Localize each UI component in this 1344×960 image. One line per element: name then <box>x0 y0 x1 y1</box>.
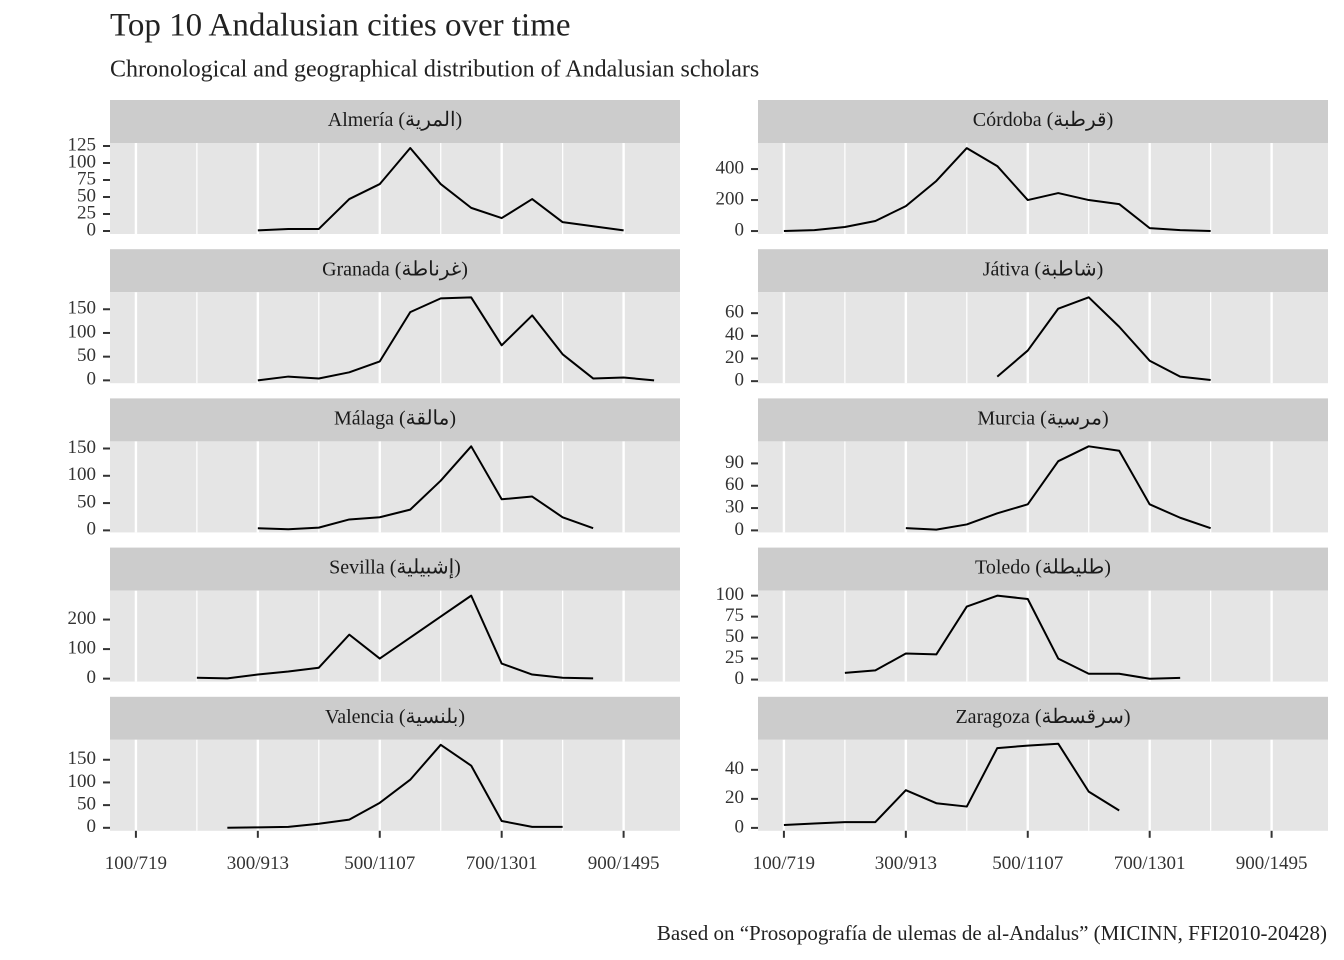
strip <box>110 249 680 293</box>
y-tick-label: 200 <box>68 608 97 629</box>
data-line <box>996 296 1211 382</box>
y-tick-label: 100 <box>68 637 97 658</box>
x-tick-label: 900/1495 <box>1236 853 1308 874</box>
y-tick-label: 0 <box>735 519 745 540</box>
panel-title: Granada (غرناطة) <box>322 258 468 280</box>
x-tick-label: 100/719 <box>105 853 167 874</box>
panel-background <box>110 590 680 682</box>
data-line <box>844 594 1181 680</box>
data-line <box>905 445 1211 531</box>
y-tick-label: 0 <box>87 667 97 688</box>
y-tick-label: 50 <box>77 345 96 366</box>
y-tick-label: 20 <box>725 787 744 808</box>
panel-title: Valencia (بلنسية) <box>325 706 465 728</box>
y-tick-label: 50 <box>77 185 96 206</box>
strip <box>758 398 1328 442</box>
data-line <box>783 742 1120 826</box>
y-tick-label: 0 <box>735 219 745 240</box>
panel-background <box>758 292 1328 384</box>
y-tick-label: 150 <box>68 748 97 769</box>
x-tick-label: 300/913 <box>227 853 289 874</box>
y-tick-label: 0 <box>87 816 97 837</box>
panel-background <box>758 143 1328 234</box>
y-tick-label: 0 <box>87 219 97 240</box>
panel-title: Málaga (مالقة) <box>334 407 456 429</box>
data-line <box>257 147 624 232</box>
y-tick-label: 60 <box>725 302 744 323</box>
panel-title: Zaragoza (سرقسطة) <box>955 706 1130 728</box>
y-tick-label: 0 <box>735 816 745 837</box>
y-tick-label: 25 <box>77 202 96 223</box>
y-tick-label: 400 <box>716 157 745 178</box>
panel-title: Sevilla (إشبيلية) <box>329 557 461 580</box>
x-tick-label: 500/1107 <box>344 853 415 874</box>
panel-title: Murcia (مرسية) <box>977 407 1108 429</box>
data-line <box>227 743 563 829</box>
y-tick-label: 90 <box>725 452 744 473</box>
y-tick-label: 30 <box>725 496 744 517</box>
strip <box>110 696 680 740</box>
y-tick-label: 0 <box>87 369 97 390</box>
panel-background <box>110 143 680 234</box>
strip <box>758 696 1328 740</box>
y-tick-label: 0 <box>735 668 745 689</box>
chart-subtitle: Chronological and geographical distribut… <box>110 57 759 83</box>
strip <box>758 249 1328 293</box>
caption: Based on “Prosopografía de ulemas de al-… <box>657 921 1327 945</box>
strip <box>110 547 680 591</box>
y-tick-label: 100 <box>68 771 97 792</box>
x-tick-label: 700/1301 <box>1114 853 1186 874</box>
panel-title: Játiva (شاطبة) <box>983 258 1104 280</box>
panel-background <box>758 590 1328 682</box>
y-tick-label: 0 <box>735 370 745 391</box>
strip <box>110 398 680 442</box>
panel-background <box>110 739 680 831</box>
y-tick-label: 150 <box>68 437 97 458</box>
strip <box>758 547 1328 591</box>
y-tick-label: 25 <box>725 647 744 668</box>
chart-title: Top 10 Andalusian cities over time <box>110 8 571 44</box>
y-tick-label: 50 <box>725 626 744 647</box>
panel-background <box>758 441 1328 533</box>
panel-title: Almería (المرية) <box>328 109 462 131</box>
y-tick-label: 75 <box>725 605 744 626</box>
y-tick-label: 50 <box>77 793 96 814</box>
y-tick-label: 100 <box>68 151 97 172</box>
y-tick-label: 40 <box>725 324 744 345</box>
strip <box>110 100 680 143</box>
x-tick-label: 900/1495 <box>588 853 660 874</box>
data-line <box>783 147 1211 233</box>
y-tick-label: 125 <box>68 134 97 155</box>
y-tick-label: 50 <box>77 491 96 512</box>
y-tick-label: 40 <box>725 758 744 779</box>
x-tick-label: 100/719 <box>753 853 815 874</box>
y-tick-label: 75 <box>77 168 96 189</box>
y-tick-label: 150 <box>68 298 97 319</box>
y-tick-label: 20 <box>725 347 744 368</box>
y-tick-label: 0 <box>87 519 97 540</box>
y-tick-label: 100 <box>716 584 745 605</box>
panel-title: Córdoba (قرطبة) <box>973 109 1114 131</box>
strip <box>758 100 1328 143</box>
x-tick-label: 700/1301 <box>466 853 538 874</box>
y-tick-label: 100 <box>68 321 97 342</box>
y-tick-label: 60 <box>725 474 744 495</box>
y-tick-label: 100 <box>68 464 97 485</box>
x-tick-label: 500/1107 <box>992 853 1063 874</box>
panel-background <box>758 739 1328 831</box>
panel-background <box>110 441 680 533</box>
data-line <box>257 445 594 531</box>
x-tick-label: 300/913 <box>875 853 937 874</box>
panel-title: Toledo (طليطلة) <box>975 557 1111 579</box>
y-tick-label: 200 <box>716 188 745 209</box>
data-line <box>257 296 655 382</box>
data-line <box>196 594 594 680</box>
